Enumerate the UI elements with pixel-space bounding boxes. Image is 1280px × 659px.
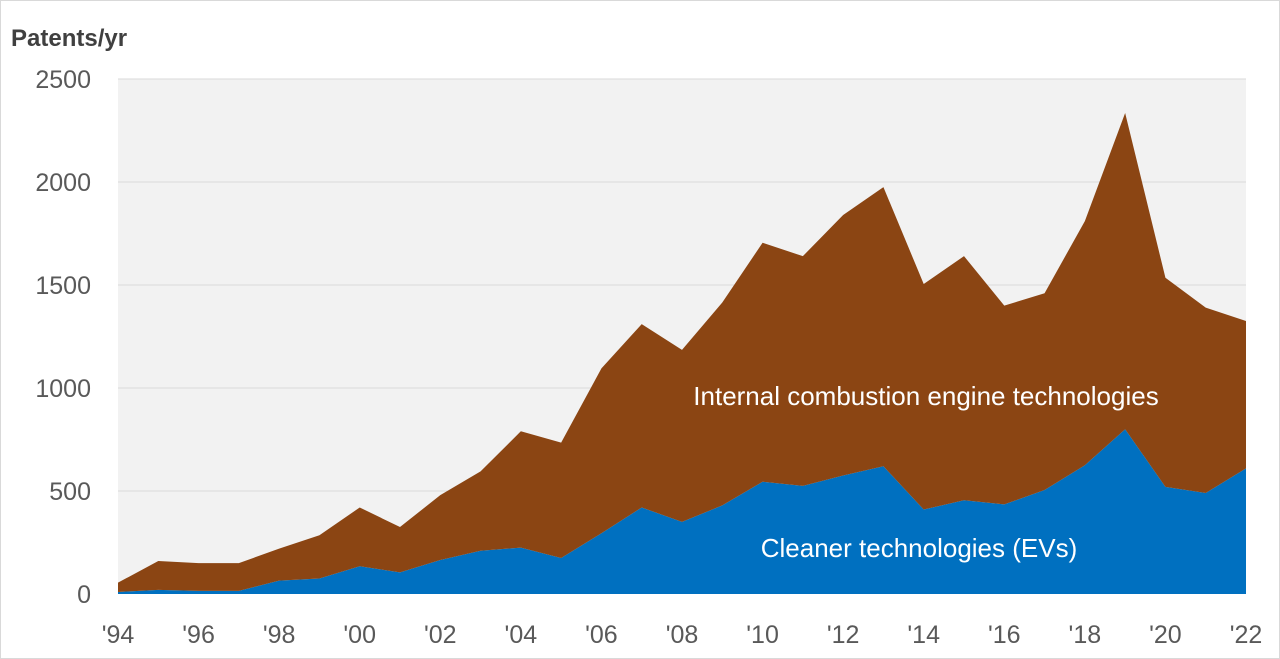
ev-series-label: Cleaner technologies (EVs) [761, 533, 1078, 563]
y-tick-label-0: 0 [77, 581, 91, 609]
y-tick-label-500: 500 [49, 478, 91, 506]
x-tick-label-2012: '12 [827, 621, 860, 649]
y-axis-label: Patents/yr [11, 25, 127, 52]
x-tick-label-2018: '18 [1069, 621, 1102, 649]
x-tick-label-2016: '16 [988, 621, 1021, 649]
ev-area [118, 429, 1246, 594]
y-tick-label-1000: 1000 [35, 375, 91, 403]
x-axis-ticks: '94 '96 '98 '00 '02 '04 '06 '08 '10 '12 '14 '16 '18 '… [102, 621, 1263, 649]
x-tick-label-2020: '20 [1149, 621, 1182, 649]
y-tick-label-2000: 2000 [35, 169, 91, 197]
x-tick-label-2014: '14 [907, 621, 940, 649]
y-tick-label-1500: 1500 [35, 272, 91, 300]
x-tick-label-2022: '22 [1230, 621, 1263, 649]
x-tick-label-1996: '96 [182, 621, 215, 649]
y-tick-label-2500: 2500 [35, 66, 91, 94]
x-tick-label-2010: '10 [746, 621, 779, 649]
x-tick-label-2008: '08 [666, 621, 699, 649]
x-tick-label-2002: '02 [424, 621, 457, 649]
x-tick-label-1998: '98 [263, 621, 296, 649]
x-tick-label-2004: '04 [505, 621, 538, 649]
area-series [118, 112, 1246, 594]
x-tick-label-2006: '06 [585, 621, 618, 649]
ice-area [118, 112, 1246, 592]
y-axis-ticks: 0 500 1000 1500 2000 2500 [35, 66, 91, 609]
x-tick-label-1994: '94 [102, 621, 135, 649]
ice-series-label: Internal combustion engine technologies [693, 381, 1158, 411]
x-tick-label-2000: '00 [343, 621, 376, 649]
